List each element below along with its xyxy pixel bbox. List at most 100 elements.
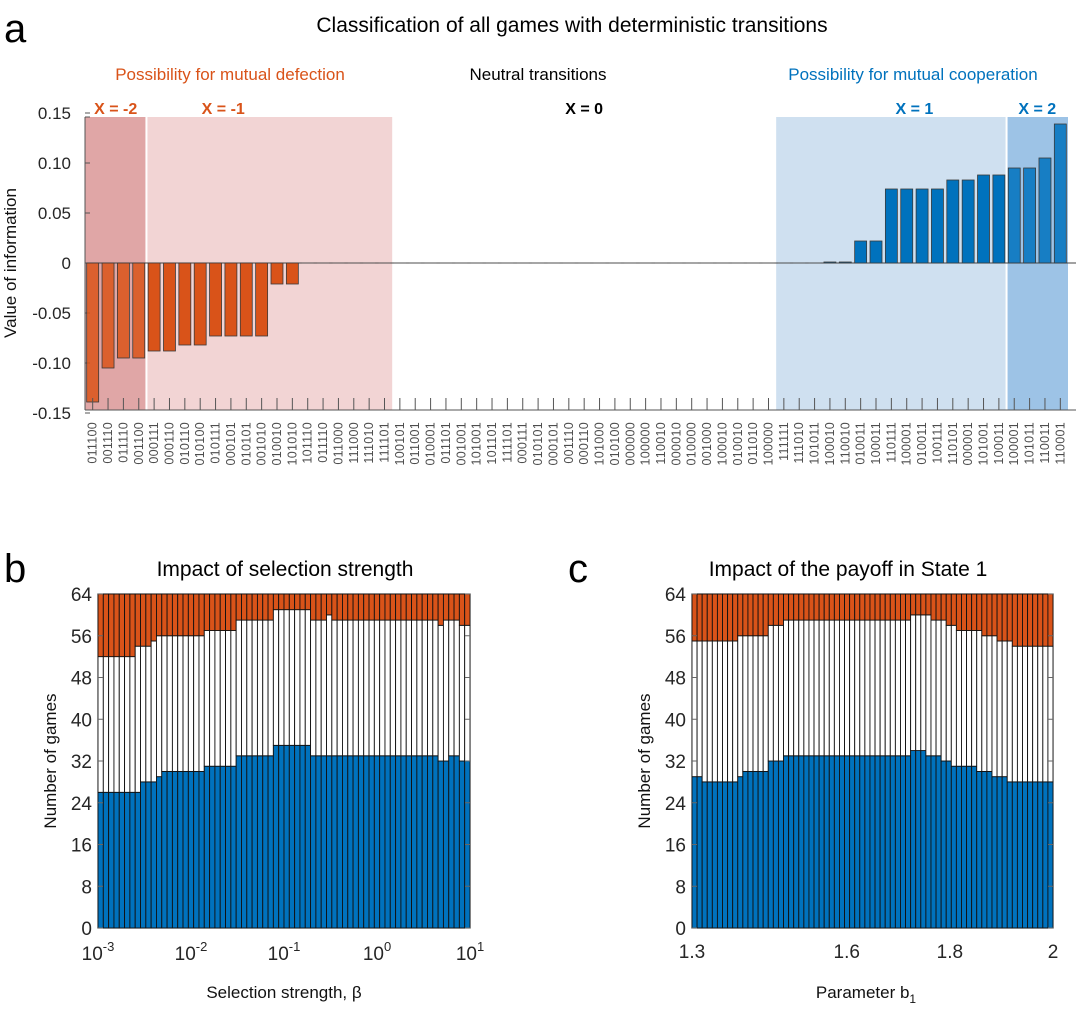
x-tick-label: 010110: [178, 422, 192, 465]
bar: [562, 262, 575, 264]
bar: [624, 262, 637, 264]
bar-neutral: [833, 619, 840, 757]
bar-cooperation: [171, 770, 179, 929]
bar-cooperation: [864, 755, 871, 929]
bar-neutral: [727, 640, 734, 783]
bar-defection: [161, 593, 168, 637]
y-tick-label: 0.10: [38, 154, 71, 173]
group-label: X = 2: [1018, 101, 1056, 118]
x-tick-label: 010001: [424, 422, 438, 466]
bar-neutral: [225, 630, 232, 767]
bar-neutral: [373, 619, 381, 757]
bar-cooperation: [288, 744, 296, 929]
bar-defection: [357, 593, 365, 621]
bar-cooperation: [722, 781, 729, 929]
x-tick-label: 100010: [823, 422, 837, 466]
bar-neutral: [945, 624, 952, 762]
bar-neutral: [961, 630, 968, 767]
x-tick-label: 101011: [808, 422, 822, 465]
bar-cooperation: [102, 791, 110, 929]
x-tick-label: 1.8: [937, 942, 963, 963]
bar-defection: [124, 593, 131, 658]
bar-cooperation: [379, 755, 386, 929]
bar: [270, 262, 284, 285]
bar: [378, 262, 391, 264]
bar-cooperation: [161, 770, 168, 929]
bar-neutral: [203, 630, 211, 767]
bar-neutral: [368, 619, 375, 757]
bar-cooperation: [844, 755, 851, 929]
bar-defection: [97, 593, 104, 658]
bar-defection: [315, 593, 322, 621]
bar-cooperation: [166, 770, 173, 929]
bar-cooperation: [935, 755, 942, 929]
bar: [977, 174, 990, 264]
bar-cooperation: [930, 755, 937, 929]
bar-cooperation: [336, 755, 343, 929]
bar-defection: [696, 593, 703, 642]
y-tick-label: 0: [81, 919, 92, 940]
bar-cooperation: [262, 755, 269, 929]
bar-neutral: [935, 619, 942, 757]
x-tick-label: 111010: [792, 422, 806, 464]
y-tick-label: -0.10: [32, 354, 71, 373]
bar-cooperation: [384, 755, 391, 929]
x-tick-label: 10-1: [268, 939, 301, 965]
bar-neutral: [395, 619, 402, 757]
x-tick-label: 011101: [439, 422, 453, 464]
bar-neutral: [320, 619, 327, 757]
bar-defection: [716, 593, 723, 642]
x-tick-label: 011010: [746, 422, 760, 465]
bar-neutral: [363, 619, 370, 757]
bar-neutral: [864, 619, 871, 757]
bar-defection: [342, 593, 349, 621]
bar-defection: [262, 593, 269, 621]
bar-defection: [219, 593, 226, 631]
bar-defection: [145, 593, 152, 647]
panel-c-title: Impact of the payoff in State 1: [709, 558, 988, 581]
bar: [516, 262, 529, 264]
bar-neutral: [166, 635, 173, 772]
bar-neutral: [283, 609, 290, 746]
bar-cooperation: [310, 755, 317, 929]
x-tick-label: 010101: [531, 422, 545, 466]
bar-defection: [737, 593, 744, 637]
bar-neutral: [193, 635, 200, 772]
bar-defection: [925, 593, 932, 616]
bar: [470, 262, 483, 264]
bar-cooperation: [156, 776, 163, 929]
x-tick-label: 2: [1048, 942, 1059, 963]
bar-neutral: [777, 624, 784, 762]
bar-cooperation: [925, 755, 932, 929]
bar-neutral: [966, 630, 973, 767]
bar-defection: [747, 593, 754, 637]
bar-neutral: [722, 640, 729, 783]
bar-defection: [458, 593, 466, 626]
bar-neutral: [874, 619, 881, 757]
bar: [409, 262, 422, 264]
bar-defection: [991, 593, 998, 637]
x-tick-label: 101101: [485, 422, 499, 465]
bar-neutral: [235, 619, 242, 757]
bar-cooperation: [803, 755, 810, 929]
bar-defection: [193, 593, 200, 637]
bar-defection: [411, 593, 418, 621]
bar-neutral: [859, 619, 866, 757]
bar-defection: [283, 593, 290, 611]
x-tick-exponent: -1: [289, 939, 301, 954]
bar-neutral: [379, 619, 386, 757]
bar: [654, 262, 667, 264]
x-tick-label: 101010: [285, 422, 299, 466]
panel-a-letter: a: [4, 7, 27, 51]
bar-cooperation: [757, 770, 764, 929]
bar-cooperation: [762, 770, 769, 929]
bar-defection: [818, 593, 825, 621]
x-tick-label: 001110: [101, 422, 115, 464]
y-tick-label: 40: [71, 710, 92, 731]
bar-neutral: [134, 645, 141, 793]
bar-defection: [347, 593, 354, 621]
bar-defection: [844, 593, 851, 621]
y-tick-label: 0.15: [38, 104, 71, 123]
bar: [593, 262, 606, 264]
bar-cooperation: [150, 781, 157, 929]
